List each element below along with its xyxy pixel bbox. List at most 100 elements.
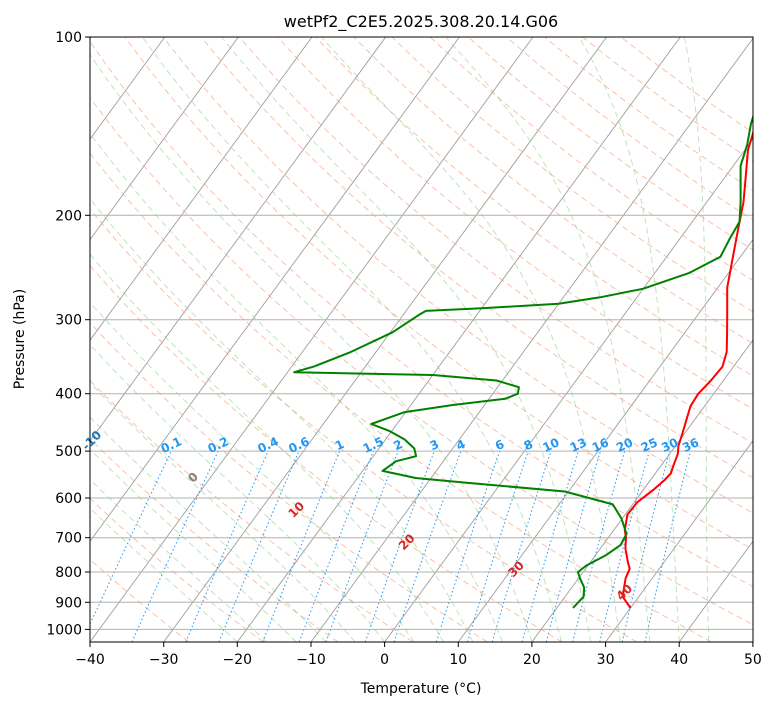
isotherm-line — [457, 238, 753, 642]
dry-adiabat-line — [90, 321, 488, 642]
dry-adiabat-line — [238, 37, 753, 444]
mixing-ratio-line — [325, 450, 399, 642]
isotherm-line — [752, 641, 753, 642]
dry-adiabat-line — [391, 37, 753, 313]
x-axis-label: Temperature (°C) — [360, 681, 482, 697]
mixing-ratio-label: 13 — [568, 435, 589, 455]
isotherm-line — [90, 37, 166, 140]
moist-adiabat-line — [90, 343, 385, 642]
x-tick-label: 20 — [523, 652, 541, 668]
mixing-ratio-label: 10 — [540, 435, 561, 455]
dry-adiabat-label: 10 — [286, 499, 308, 521]
dry-adiabat-line — [90, 558, 190, 642]
mixing-ratio-label: 0.6 — [286, 434, 311, 456]
dry-adiabat-line — [90, 152, 712, 642]
chart-title: wetPf2_C2E5.2025.308.20.14.G06 — [284, 12, 558, 32]
moist-adiabat-line — [90, 448, 297, 642]
isotherm-line — [605, 439, 753, 642]
moist-adiabat-line — [90, 381, 356, 642]
dry-adiabat-line — [315, 37, 753, 377]
moist-adiabat-line — [90, 53, 533, 642]
isotherm-line — [531, 339, 753, 642]
moist-adiabat-line — [90, 301, 415, 642]
mixing-ratio-line — [435, 450, 501, 642]
x-tick-label: −10 — [296, 652, 326, 668]
mixing-ratio-line — [644, 450, 692, 642]
y-tick-label: 700 — [55, 531, 82, 547]
y-tick-label: 800 — [55, 565, 82, 581]
x-tick-label: 0 — [380, 652, 389, 668]
dry-adiabat-label: 40 — [614, 581, 636, 603]
moist-adiabat-line — [90, 416, 327, 642]
isotherm-line — [163, 37, 607, 642]
isotherm-line — [90, 37, 460, 543]
isotherm-line — [384, 138, 753, 642]
dry-adiabat-line — [162, 37, 753, 514]
x-tick-label: 30 — [597, 652, 615, 668]
profile-line-0 — [621, 131, 753, 609]
mixing-ratio-line — [621, 450, 671, 642]
moist-adiabat-line — [321, 37, 621, 642]
mixing-ratio-label: 30 — [659, 435, 680, 455]
dry-adiabat-line — [90, 379, 414, 642]
x-tick-label: −30 — [149, 652, 179, 668]
pressure-gridlines — [90, 37, 753, 630]
x-tick-label: 40 — [670, 652, 688, 668]
y-tick-label: 1000 — [46, 622, 82, 638]
moist-adiabat-line — [90, 507, 238, 642]
moist-adiabat-line — [90, 253, 444, 642]
mixing-ratio-label: 20 — [614, 435, 635, 455]
moist-adiabat-line — [683, 37, 710, 642]
dry-adiabat-line — [90, 438, 339, 642]
y-tick-label: 100 — [55, 30, 82, 46]
mixing-ratio-line — [185, 450, 269, 642]
y-tick-label: 500 — [55, 444, 82, 460]
dry-adiabat-line — [90, 265, 563, 642]
mixing-ratio-line — [466, 450, 529, 642]
mixing-ratio-line — [90, 450, 172, 626]
mixing-ratio-line — [491, 450, 552, 642]
mixing-ratio-label: 16 — [590, 435, 611, 455]
mixing-ratio-line — [393, 450, 462, 642]
moist-adiabat-line — [445, 37, 651, 642]
y-tick-label: 600 — [55, 491, 82, 507]
moist-adiabat-line — [90, 478, 268, 642]
y-axis-label: Pressure (hPa) — [12, 289, 28, 389]
dry-adiabat-line — [544, 37, 753, 191]
isotherm-line — [236, 37, 681, 642]
dry-adiabat-label: 30 — [505, 558, 527, 580]
y-tick-label: 400 — [55, 387, 82, 403]
plot-frame — [89, 36, 754, 643]
mixing-ratio-line — [599, 450, 650, 642]
dry-adiabat-line — [353, 37, 753, 345]
isotherm-line — [90, 37, 239, 241]
mixing-ratio-label: 25 — [639, 435, 660, 455]
x-axis-ticks: −40 −30 −20 −10 0 10 20 30 40 50 — [75, 642, 762, 668]
isotherm-line — [90, 37, 387, 442]
dry-adiabat-label: 20 — [396, 531, 418, 553]
x-tick-label: −40 — [75, 652, 105, 668]
mixing-ratio-line — [298, 450, 374, 642]
y-tick-label: 200 — [55, 208, 82, 224]
background-lines — [90, 37, 753, 642]
mixing-ratio-label: 0.4 — [256, 434, 281, 456]
mixing-ratio-label: 0.1 — [159, 434, 184, 456]
moist-adiabat-line — [90, 132, 503, 642]
mixing-ratio-line — [572, 450, 626, 642]
mixing-ratio-line — [262, 450, 341, 642]
profile-line-1 — [293, 113, 753, 609]
mixing-ratio-line — [521, 450, 579, 642]
dry-adiabat-label: -10 — [79, 428, 104, 453]
x-tick-label: 50 — [744, 652, 762, 668]
y-tick-label: 900 — [55, 595, 82, 611]
x-tick-label: 10 — [449, 652, 467, 668]
moist-adiabat-line — [221, 37, 592, 642]
adiabat-and-mixing-labels: 0.10.20.40.611.52346810131620253036-100-… — [0, 381, 701, 603]
dry-adiabat-line — [467, 37, 753, 251]
x-tick-label: −20 — [223, 652, 253, 668]
dry-adiabat-line — [277, 37, 753, 410]
isotherm-line — [90, 37, 534, 642]
y-tick-label: 300 — [55, 313, 82, 329]
profile-series — [293, 113, 753, 609]
